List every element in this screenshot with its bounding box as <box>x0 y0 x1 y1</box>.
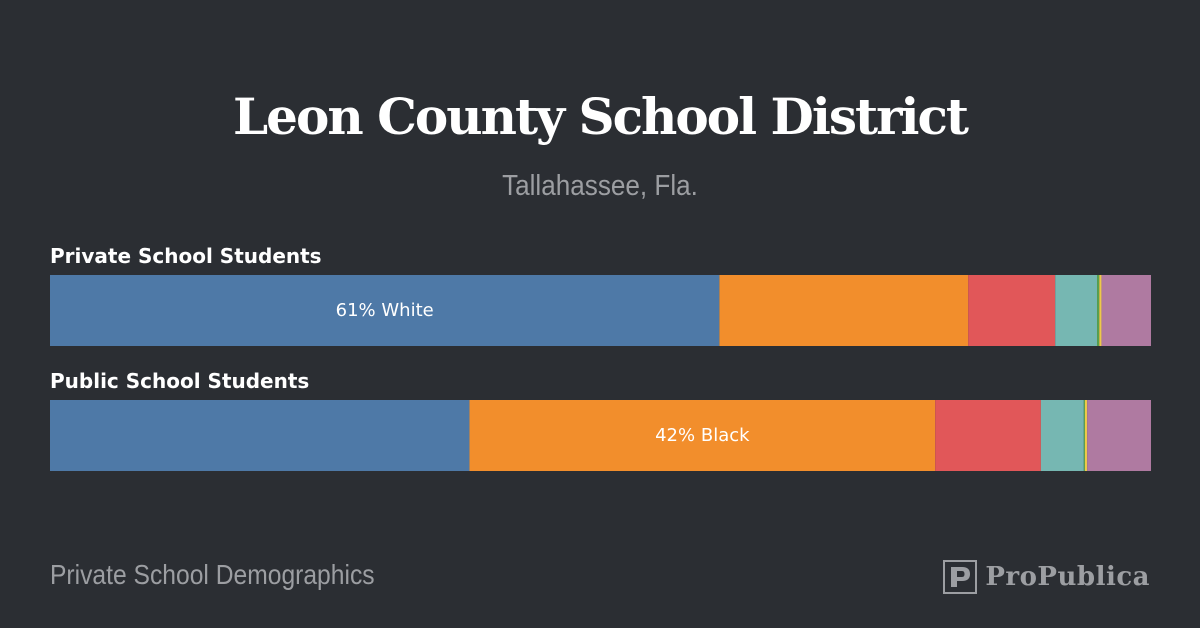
private-bar-svg: 61% White <box>50 275 1151 346</box>
bar-segment-white <box>50 400 470 471</box>
bar-segment-white <box>50 275 720 346</box>
public-row-label: Public School Students <box>50 369 310 393</box>
page-subtitle: Tallahassee, Fla. <box>502 170 698 202</box>
public-stacked-bar: 42% Black <box>50 400 1151 471</box>
segment-data-label: 61% White <box>336 300 434 321</box>
bar-segment-pacific-islander <box>1083 400 1085 471</box>
bar-segment-hispanic <box>935 400 1041 471</box>
bar-segment-multiracial <box>1087 400 1151 471</box>
propublica-logo[interactable]: ProPublica <box>943 559 1150 595</box>
propublica-mark-icon <box>943 560 978 594</box>
private-row-label: Private School Students <box>50 244 322 268</box>
bar-segment-asian <box>1040 400 1084 471</box>
private-stacked-bar: 61% White <box>50 275 1151 346</box>
bar-segment-multiracial <box>1101 275 1151 346</box>
public-bar-svg: 42% Black <box>50 400 1151 471</box>
bar-segment-black <box>719 275 969 346</box>
page-title: Leon County School District <box>233 87 969 146</box>
bar-segment-pacific-islander <box>1097 275 1100 346</box>
bar-segment-black <box>469 400 936 471</box>
propublica-wordmark: ProPublica <box>985 562 1150 592</box>
bar-segment-hispanic <box>968 275 1056 346</box>
footer-caption: Private School Demographics <box>50 559 375 590</box>
segment-data-label: 42% Black <box>655 425 750 446</box>
bar-segment-native-american <box>1099 275 1102 346</box>
bar-segment-native-american <box>1084 400 1088 471</box>
bar-segment-asian <box>1055 275 1098 346</box>
